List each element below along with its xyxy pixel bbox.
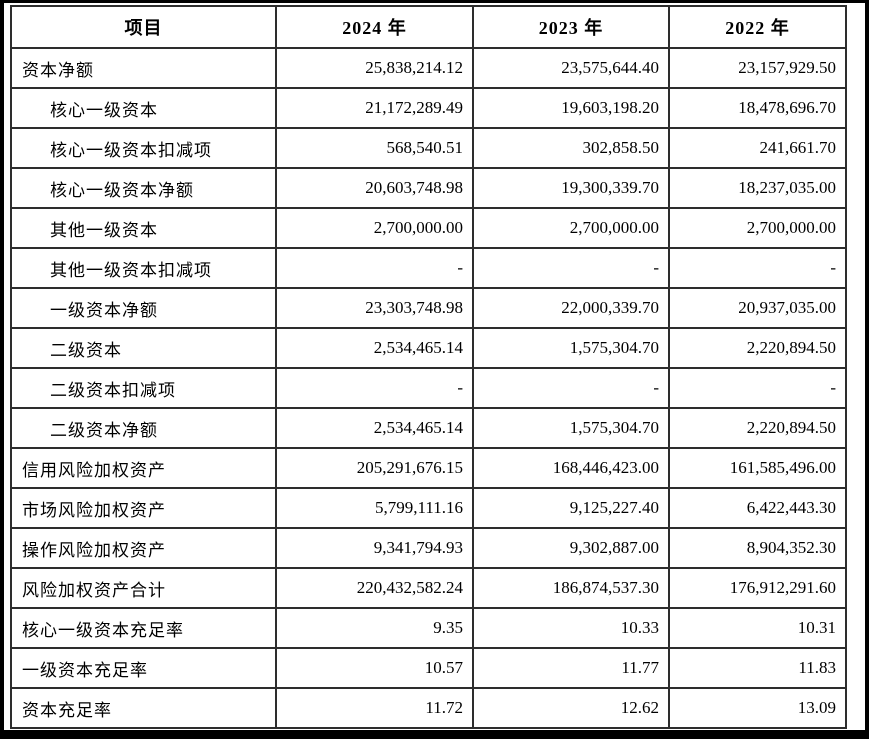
table-row: 操作风险加权资产 9,341,794.93 9,302,887.00 8,904… bbox=[10, 527, 847, 569]
row-value: 22,000,339.70 bbox=[472, 287, 670, 329]
row-value: 18,237,035.00 bbox=[668, 167, 847, 209]
row-value: 176,912,291.60 bbox=[668, 567, 847, 609]
row-value: 241,661.70 bbox=[668, 127, 847, 169]
table-row: 市场风险加权资产 5,799,111.16 9,125,227.40 6,422… bbox=[10, 487, 847, 529]
row-value: - bbox=[275, 367, 474, 409]
row-value: 20,603,748.98 bbox=[275, 167, 474, 209]
table-row: 核心一级资本扣减项 568,540.51 302,858.50 241,661.… bbox=[10, 127, 847, 169]
row-value: 205,291,676.15 bbox=[275, 447, 474, 489]
row-value: 23,157,929.50 bbox=[668, 47, 847, 89]
row-value: 2,220,894.50 bbox=[668, 327, 847, 369]
row-label: 操作风险加权资产 bbox=[10, 527, 277, 569]
row-value: 19,603,198.20 bbox=[472, 87, 670, 129]
row-value: 12.62 bbox=[472, 687, 670, 729]
row-label: 风险加权资产合计 bbox=[10, 567, 277, 609]
row-value: - bbox=[668, 367, 847, 409]
column-header-item: 项目 bbox=[10, 5, 277, 49]
row-value: 1,575,304.70 bbox=[472, 407, 670, 449]
row-label: 核心一级资本净额 bbox=[10, 167, 277, 209]
row-value: 2,534,465.14 bbox=[275, 327, 474, 369]
row-label: 资本净额 bbox=[10, 47, 277, 89]
row-value: 168,446,423.00 bbox=[472, 447, 670, 489]
row-label: 其他一级资本扣减项 bbox=[10, 247, 277, 289]
header-row: 项目 2024 年 2023 年 2022 年 bbox=[10, 5, 847, 49]
row-label: 一级资本净额 bbox=[10, 287, 277, 329]
capital-adequacy-table: 项目 2024 年 2023 年 2022 年 资本净额 25,838,214.… bbox=[10, 5, 847, 729]
table-row: 风险加权资产合计 220,432,582.24 186,874,537.30 1… bbox=[10, 567, 847, 609]
row-value: 10.57 bbox=[275, 647, 474, 689]
table-row: 资本充足率 11.72 12.62 13.09 bbox=[10, 687, 847, 729]
row-value: 186,874,537.30 bbox=[472, 567, 670, 609]
row-value: 23,303,748.98 bbox=[275, 287, 474, 329]
row-value: 5,799,111.16 bbox=[275, 487, 474, 529]
row-value: 1,575,304.70 bbox=[472, 327, 670, 369]
row-label: 二级资本 bbox=[10, 327, 277, 369]
row-label: 信用风险加权资产 bbox=[10, 447, 277, 489]
row-value: 9,302,887.00 bbox=[472, 527, 670, 569]
row-label: 资本充足率 bbox=[10, 687, 277, 729]
table-body: 资本净额 25,838,214.12 23,575,644.40 23,157,… bbox=[10, 47, 847, 729]
row-label: 核心一级资本充足率 bbox=[10, 607, 277, 649]
row-value: 11.83 bbox=[668, 647, 847, 689]
row-value: - bbox=[668, 247, 847, 289]
row-value: 10.33 bbox=[472, 607, 670, 649]
row-value: 6,422,443.30 bbox=[668, 487, 847, 529]
row-value: 2,700,000.00 bbox=[472, 207, 670, 249]
row-value: 220,432,582.24 bbox=[275, 567, 474, 609]
table-row: 一级资本净额 23,303,748.98 22,000,339.70 20,93… bbox=[10, 287, 847, 329]
column-header-2023: 2023 年 bbox=[472, 5, 670, 49]
row-value: 23,575,644.40 bbox=[472, 47, 670, 89]
row-value: 2,534,465.14 bbox=[275, 407, 474, 449]
row-value: 11.72 bbox=[275, 687, 474, 729]
row-value: 2,220,894.50 bbox=[668, 407, 847, 449]
row-value: 19,300,339.70 bbox=[472, 167, 670, 209]
column-header-2024: 2024 年 bbox=[275, 5, 474, 49]
row-value: 18,478,696.70 bbox=[668, 87, 847, 129]
table-row: 其他一级资本 2,700,000.00 2,700,000.00 2,700,0… bbox=[10, 207, 847, 249]
row-value: 302,858.50 bbox=[472, 127, 670, 169]
row-value: 9,125,227.40 bbox=[472, 487, 670, 529]
row-value: 25,838,214.12 bbox=[275, 47, 474, 89]
row-value: 9.35 bbox=[275, 607, 474, 649]
table-row: 其他一级资本扣减项 - - - bbox=[10, 247, 847, 289]
row-value: 2,700,000.00 bbox=[275, 207, 474, 249]
row-label: 核心一级资本 bbox=[10, 87, 277, 129]
row-value: - bbox=[275, 247, 474, 289]
table-row: 信用风险加权资产 205,291,676.15 168,446,423.00 1… bbox=[10, 447, 847, 489]
table-row: 一级资本充足率 10.57 11.77 11.83 bbox=[10, 647, 847, 689]
table-row: 核心一级资本充足率 9.35 10.33 10.31 bbox=[10, 607, 847, 649]
row-value: 13.09 bbox=[668, 687, 847, 729]
row-label: 二级资本扣减项 bbox=[10, 367, 277, 409]
row-label: 核心一级资本扣减项 bbox=[10, 127, 277, 169]
row-value: 10.31 bbox=[668, 607, 847, 649]
row-value: 11.77 bbox=[472, 647, 670, 689]
table-row: 核心一级资本净额 20,603,748.98 19,300,339.70 18,… bbox=[10, 167, 847, 209]
table-row: 二级资本 2,534,465.14 1,575,304.70 2,220,894… bbox=[10, 327, 847, 369]
row-value: - bbox=[472, 367, 670, 409]
row-value: 21,172,289.49 bbox=[275, 87, 474, 129]
table-row: 二级资本净额 2,534,465.14 1,575,304.70 2,220,8… bbox=[10, 407, 847, 449]
row-value: 8,904,352.30 bbox=[668, 527, 847, 569]
row-label: 市场风险加权资产 bbox=[10, 487, 277, 529]
row-label: 一级资本充足率 bbox=[10, 647, 277, 689]
row-label: 二级资本净额 bbox=[10, 407, 277, 449]
table-row: 二级资本扣减项 - - - bbox=[10, 367, 847, 409]
table-row: 核心一级资本 21,172,289.49 19,603,198.20 18,47… bbox=[10, 87, 847, 129]
row-value: 2,700,000.00 bbox=[668, 207, 847, 249]
column-header-2022: 2022 年 bbox=[668, 5, 847, 49]
table-row: 资本净额 25,838,214.12 23,575,644.40 23,157,… bbox=[10, 47, 847, 89]
row-value: - bbox=[472, 247, 670, 289]
row-value: 9,341,794.93 bbox=[275, 527, 474, 569]
row-value: 161,585,496.00 bbox=[668, 447, 847, 489]
row-value: 20,937,035.00 bbox=[668, 287, 847, 329]
row-label: 其他一级资本 bbox=[10, 207, 277, 249]
row-value: 568,540.51 bbox=[275, 127, 474, 169]
